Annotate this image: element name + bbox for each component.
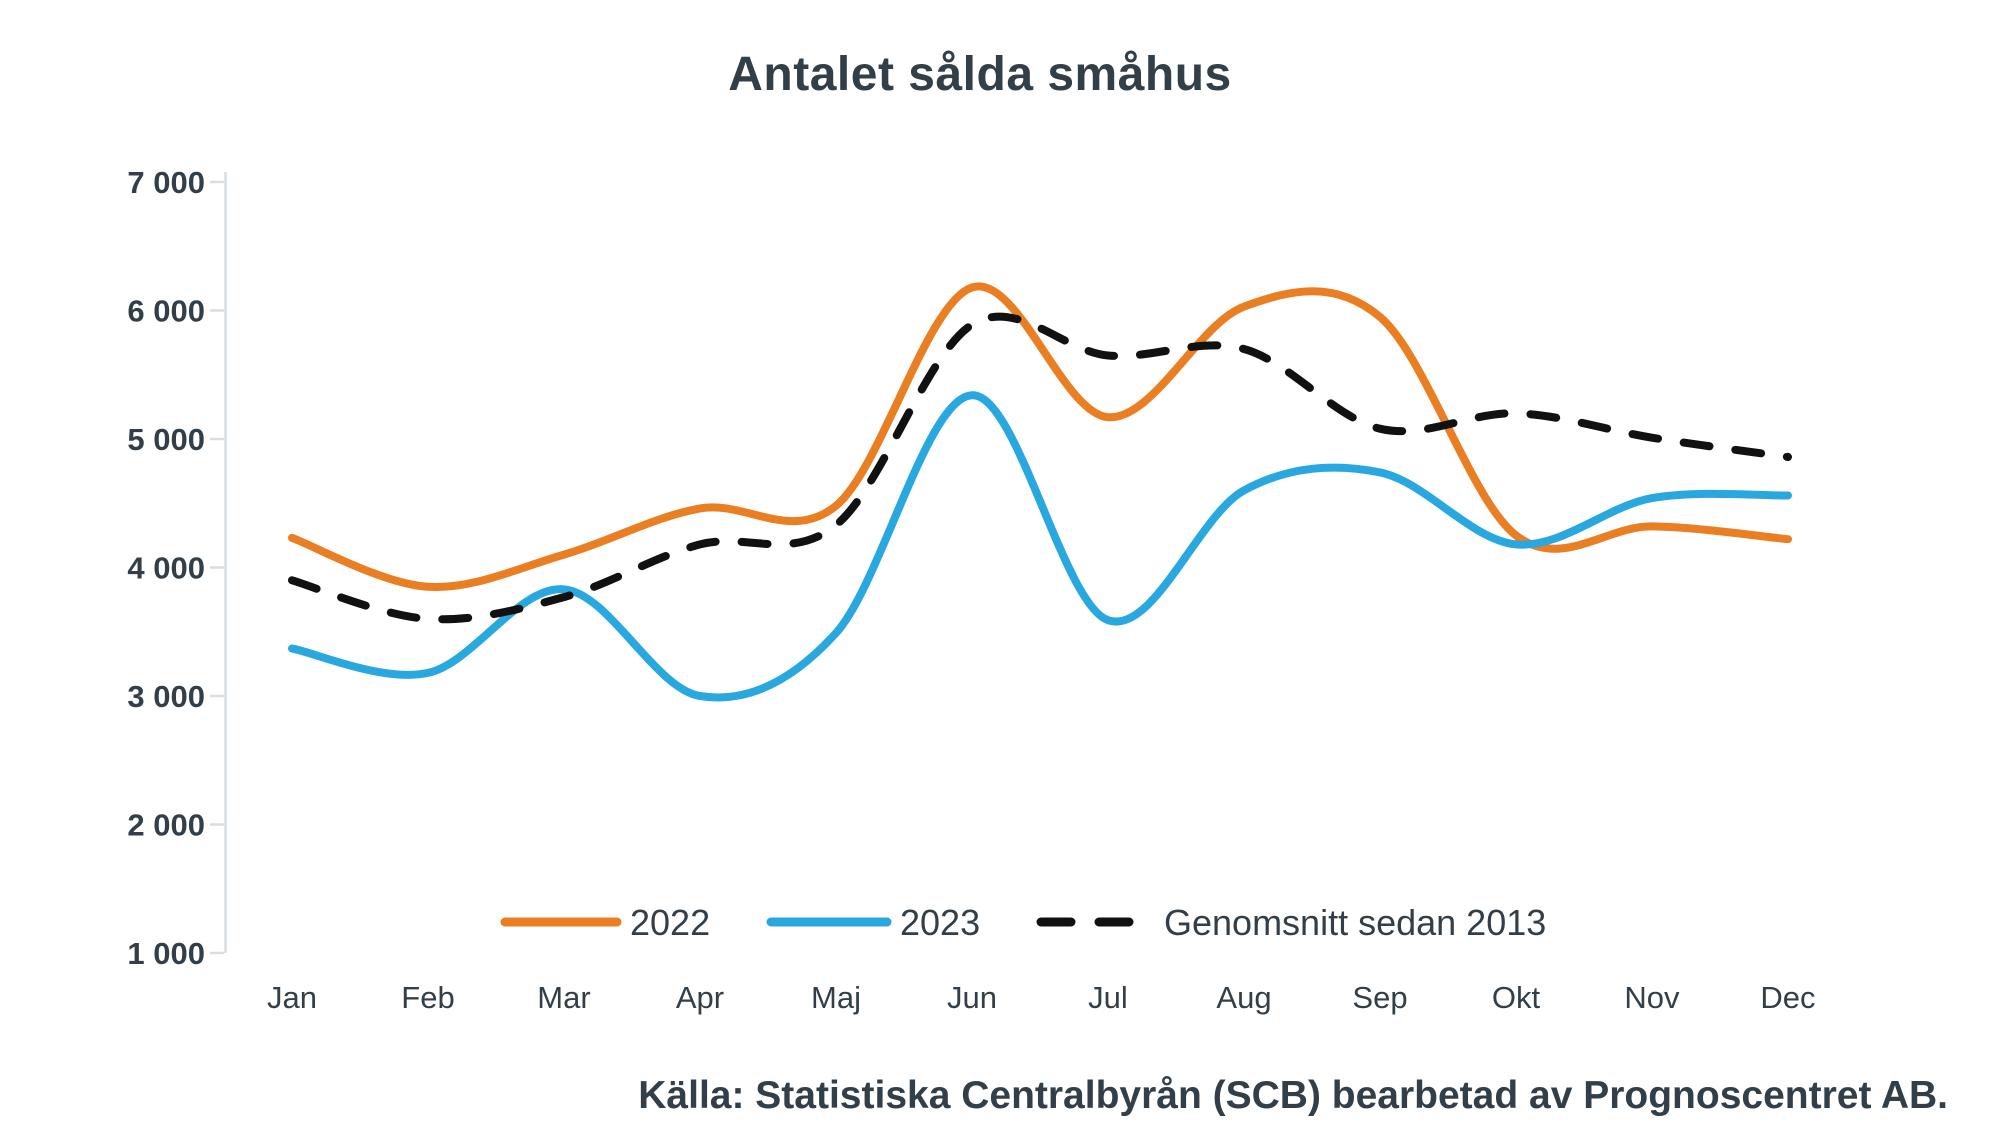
source-caption: Källa: Statistiska Centralbyrån (SCB) be… <box>638 1074 1948 1117</box>
x-tick-label: Okt <box>1492 980 1541 1015</box>
legend-label-2022: 2022 <box>630 902 710 943</box>
legend-item-2022: 2022 <box>500 902 710 943</box>
x-tick-label: Sep <box>1352 980 1407 1015</box>
x-tick-label: Apr <box>676 980 724 1015</box>
series-2022-line <box>288 282 1792 592</box>
y-tick-label: 6 000 <box>127 294 205 329</box>
legend-item-2023: 2023 <box>766 902 980 943</box>
x-tick-label: Jan <box>267 980 317 1015</box>
legend: 2022 2023 Genomsnitt sedan 2013 <box>500 902 1546 943</box>
y-tick-label: 7 000 <box>127 165 205 200</box>
y-tick-label: 1 000 <box>127 936 205 971</box>
legend-label-2023: 2023 <box>900 902 980 943</box>
series-lines <box>288 282 1792 702</box>
y-tick-label: 5 000 <box>127 422 205 457</box>
series-genomsnitt-sedan-2013-line <box>288 312 1792 624</box>
legend-item-genomsnitt: Genomsnitt sedan 2013 <box>1036 902 1546 943</box>
x-tick-label: Nov <box>1624 980 1680 1015</box>
x-tick-label: Feb <box>401 980 454 1015</box>
x-tick-label: Jul <box>1088 980 1128 1015</box>
series-2023-line <box>288 391 1792 702</box>
y-axis: 7 000 6 000 5 000 4 000 3 000 2 000 1 000 <box>127 165 227 971</box>
y-tick-label: 3 000 <box>127 679 205 714</box>
legend-label-genomsnitt: Genomsnitt sedan 2013 <box>1164 902 1546 943</box>
y-tick-label: 2 000 <box>127 808 205 843</box>
x-tick-label: Mar <box>537 980 590 1015</box>
y-tick-label: 4 000 <box>127 551 205 586</box>
x-tick-label: Aug <box>1216 980 1271 1015</box>
x-tick-label: Jun <box>947 980 997 1015</box>
x-tick-label: Maj <box>811 980 861 1015</box>
x-tick-label: Dec <box>1760 980 1815 1015</box>
chart-title: Antalet sålda småhus <box>728 48 1232 101</box>
x-axis: Jan Feb Mar Apr Maj Jun Jul Aug Sep Okt Nov Dec <box>267 980 1816 1015</box>
